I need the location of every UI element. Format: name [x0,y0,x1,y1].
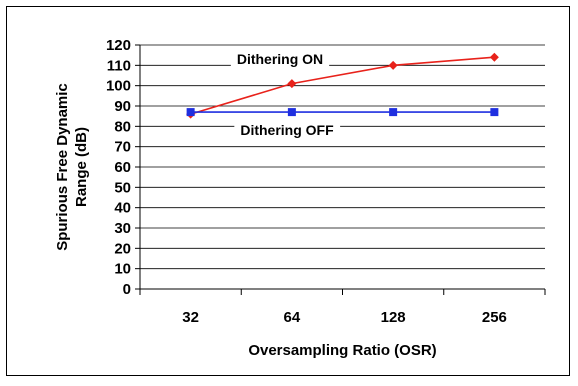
y-tick-label-70: 70 [114,139,131,156]
y-tick-label-40: 40 [114,200,131,217]
marker-dithering-on-128 [388,60,398,70]
axes [135,44,546,295]
series-line-dithering-on [190,56,495,115]
y-axis-title-line-2: Range (dB) [73,127,90,207]
marker-dithering-off-32 [186,108,195,117]
annotation-off-background [234,121,341,139]
series [186,52,499,119]
marker-dithering-off-128 [389,108,398,117]
marker-dithering-off-64 [287,108,296,117]
x-axis-title: Oversampling Ratio (OSR) [248,342,436,359]
gridlines [140,44,545,270]
x-tick-label-64: 64 [284,309,301,326]
labels: 0 10 20 30 40 50 60 70 80 90 100 110 120 32 64 128 256 [106,37,507,326]
y-tick-label-90: 90 [114,98,131,115]
annotation-on-background [230,50,330,68]
x-tick-label-128: 128 [381,309,406,326]
y-tick-label-50: 50 [114,179,131,196]
x-tick-label-256: 256 [482,309,507,326]
y-tick-label-10: 10 [114,261,131,278]
marker-dithering-off-256 [490,108,499,117]
y-tick-label-60: 60 [114,159,131,176]
x-tick-label-32: 32 [182,309,199,326]
y-tick-label-80: 80 [114,118,131,135]
y-axis-title-line-1: Spurious Free Dynamic [54,83,71,251]
marker-dithering-on-256 [489,52,499,62]
y-tick-label-110: 110 [107,57,131,74]
y-tick-label-120: 120 [106,37,131,54]
marker-dithering-on-64 [287,79,297,89]
y-tick-label-0: 0 [123,281,131,298]
annotation-dithering-off: Dithering OFF [240,122,334,138]
y-tick-label-30: 30 [114,220,131,237]
y-tick-label-20: 20 [114,240,131,257]
annotation-dithering-on: Dithering ON [237,51,323,67]
y-tick-label-100: 100 [106,78,131,95]
